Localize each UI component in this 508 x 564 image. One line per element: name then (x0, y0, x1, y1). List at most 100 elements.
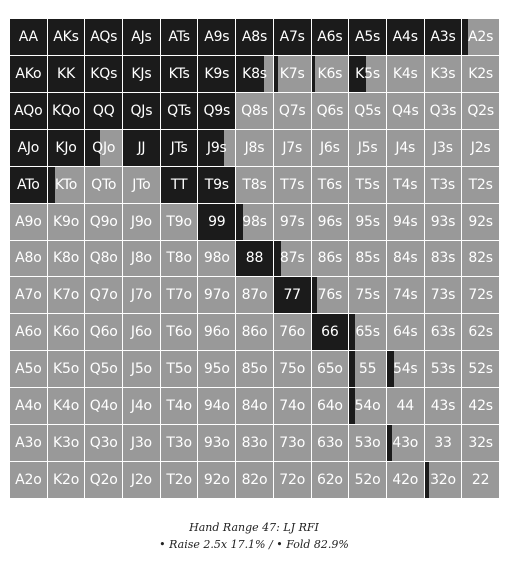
caption-title: Hand Range 47: LJ RFI (189, 521, 319, 534)
raise-fill (273, 240, 282, 277)
hand-cell-77: 77 (273, 277, 311, 314)
hand-label: AQs (90, 28, 118, 45)
hand-cell-k9o: K9o (47, 203, 85, 240)
hand-label: J8s (244, 139, 265, 156)
hand-label: 74s (393, 287, 418, 304)
hand-cell-q4o: Q4o (85, 388, 123, 425)
raise-fill (311, 19, 349, 55)
hand-label: 88 (245, 250, 264, 267)
hand-cell-75s: 75s (349, 277, 386, 314)
hand-cell-t6s: T6s (311, 166, 349, 203)
hand-label: J9s (206, 139, 227, 156)
hand-label: KTs (168, 65, 190, 82)
hand-label: 52s (468, 361, 493, 378)
hand-label: 72o (279, 472, 306, 489)
hand-label: A4s (392, 28, 418, 45)
hand-cell-a7s: A7s (273, 19, 311, 55)
hand-cell-97s: 97s (273, 203, 311, 240)
raise-fill (349, 388, 355, 425)
hand-cell-98o: 98o (198, 240, 236, 277)
hand-label: 83o (241, 435, 268, 452)
raise-fill (85, 129, 101, 166)
raise-fill (236, 19, 273, 55)
hand-cell-82o: 82o (236, 462, 273, 498)
hand-label: QTo (91, 176, 117, 193)
hand-cell-42s: 42s (462, 388, 499, 425)
hand-label: 73o (279, 435, 306, 452)
hand-cell-63o: 63o (311, 425, 349, 462)
raise-fill (349, 55, 366, 92)
hand-label: 43s (430, 398, 456, 415)
hand-cell-t3o: T3o (160, 425, 198, 462)
hand-cell-a2s: A2s (462, 19, 499, 55)
hand-cell-j3s: J3s (424, 129, 462, 166)
hand-label: QJs (130, 102, 153, 119)
raise-fill (47, 19, 85, 55)
hand-label: K2o (53, 472, 80, 489)
raise-fill (236, 55, 264, 92)
hand-cell-92s: 92s (462, 203, 499, 240)
hand-cell-84o: 84o (236, 388, 273, 425)
hand-label: J8o (130, 250, 152, 267)
hand-cell-kjs: KJs (123, 55, 160, 92)
hand-cell-a5o: A5o (10, 351, 47, 388)
hand-cell-k8o: K8o (47, 240, 85, 277)
hand-label: QJo (92, 139, 116, 156)
hand-label: JTo (132, 176, 151, 193)
hand-label: 92o (203, 472, 230, 489)
hand-label: 65s (355, 324, 380, 341)
hand-cell-52o: 52o (349, 462, 386, 498)
hand-cell-95s: 95s (349, 203, 386, 240)
hand-cell-kk: KK (47, 55, 85, 92)
hand-label: 42s (468, 398, 493, 415)
raise-fill (349, 19, 386, 55)
hand-cell-98s: 98s (236, 203, 273, 240)
hand-cell-t5o: T5o (160, 351, 198, 388)
hand-cell-k4o: K4o (47, 388, 85, 425)
hand-cell-t9s: T9s (198, 166, 236, 203)
hand-label: Q2o (89, 472, 118, 489)
hand-cell-jto: JTo (123, 166, 160, 203)
hand-cell-t2s: T2s (462, 166, 499, 203)
hand-label: 54o (354, 398, 381, 415)
hand-cell-k4s: K4s (386, 55, 424, 92)
hand-label: 92s (468, 213, 493, 230)
hand-label: A9s (204, 28, 230, 45)
hand-label: 86o (241, 324, 268, 341)
hand-label: 75s (355, 287, 380, 304)
hand-label: A9o (15, 213, 42, 230)
hand-label: 83s (430, 250, 456, 267)
hand-cell-t4s: T4s (386, 166, 424, 203)
hand-cell-74s: 74s (386, 277, 424, 314)
hand-label: J2s (470, 139, 491, 156)
hand-cell-33: 33 (424, 425, 462, 462)
hand-label: K9s (204, 65, 230, 82)
raise-fill (10, 55, 47, 92)
hand-label: Q9o (89, 213, 118, 230)
hand-cell-88: 88 (236, 240, 273, 277)
hand-label: K5s (355, 65, 380, 82)
hand-cell-84s: 84s (386, 240, 424, 277)
raise-fill (424, 19, 462, 55)
hand-cell-j3o: J3o (123, 425, 160, 462)
hand-label: 54s (393, 361, 418, 378)
hand-label: T5o (166, 361, 192, 378)
hand-cell-j7o: J7o (123, 277, 160, 314)
hand-cell-qq: QQ (85, 92, 123, 129)
hand-cell-q3s: Q3s (424, 92, 462, 129)
hand-label: 85o (241, 361, 268, 378)
chart-caption: Hand Range 47: LJ RFI • Raise 2.5x 17.1%… (0, 519, 508, 553)
raise-fill (160, 92, 198, 129)
hand-cell-t5s: T5s (349, 166, 386, 203)
raise-fill (85, 92, 123, 129)
hand-cell-66: 66 (311, 314, 349, 351)
hand-cell-65o: 65o (311, 351, 349, 388)
hand-label: 22 (471, 472, 490, 489)
raise-fill (123, 129, 160, 166)
hand-label: K4s (392, 65, 418, 82)
hand-label: T9s (204, 176, 229, 193)
hand-label: J4s (395, 139, 416, 156)
hand-cell-kto: KTo (47, 166, 85, 203)
raise-fill (160, 129, 198, 166)
hand-label: 66 (321, 324, 339, 341)
